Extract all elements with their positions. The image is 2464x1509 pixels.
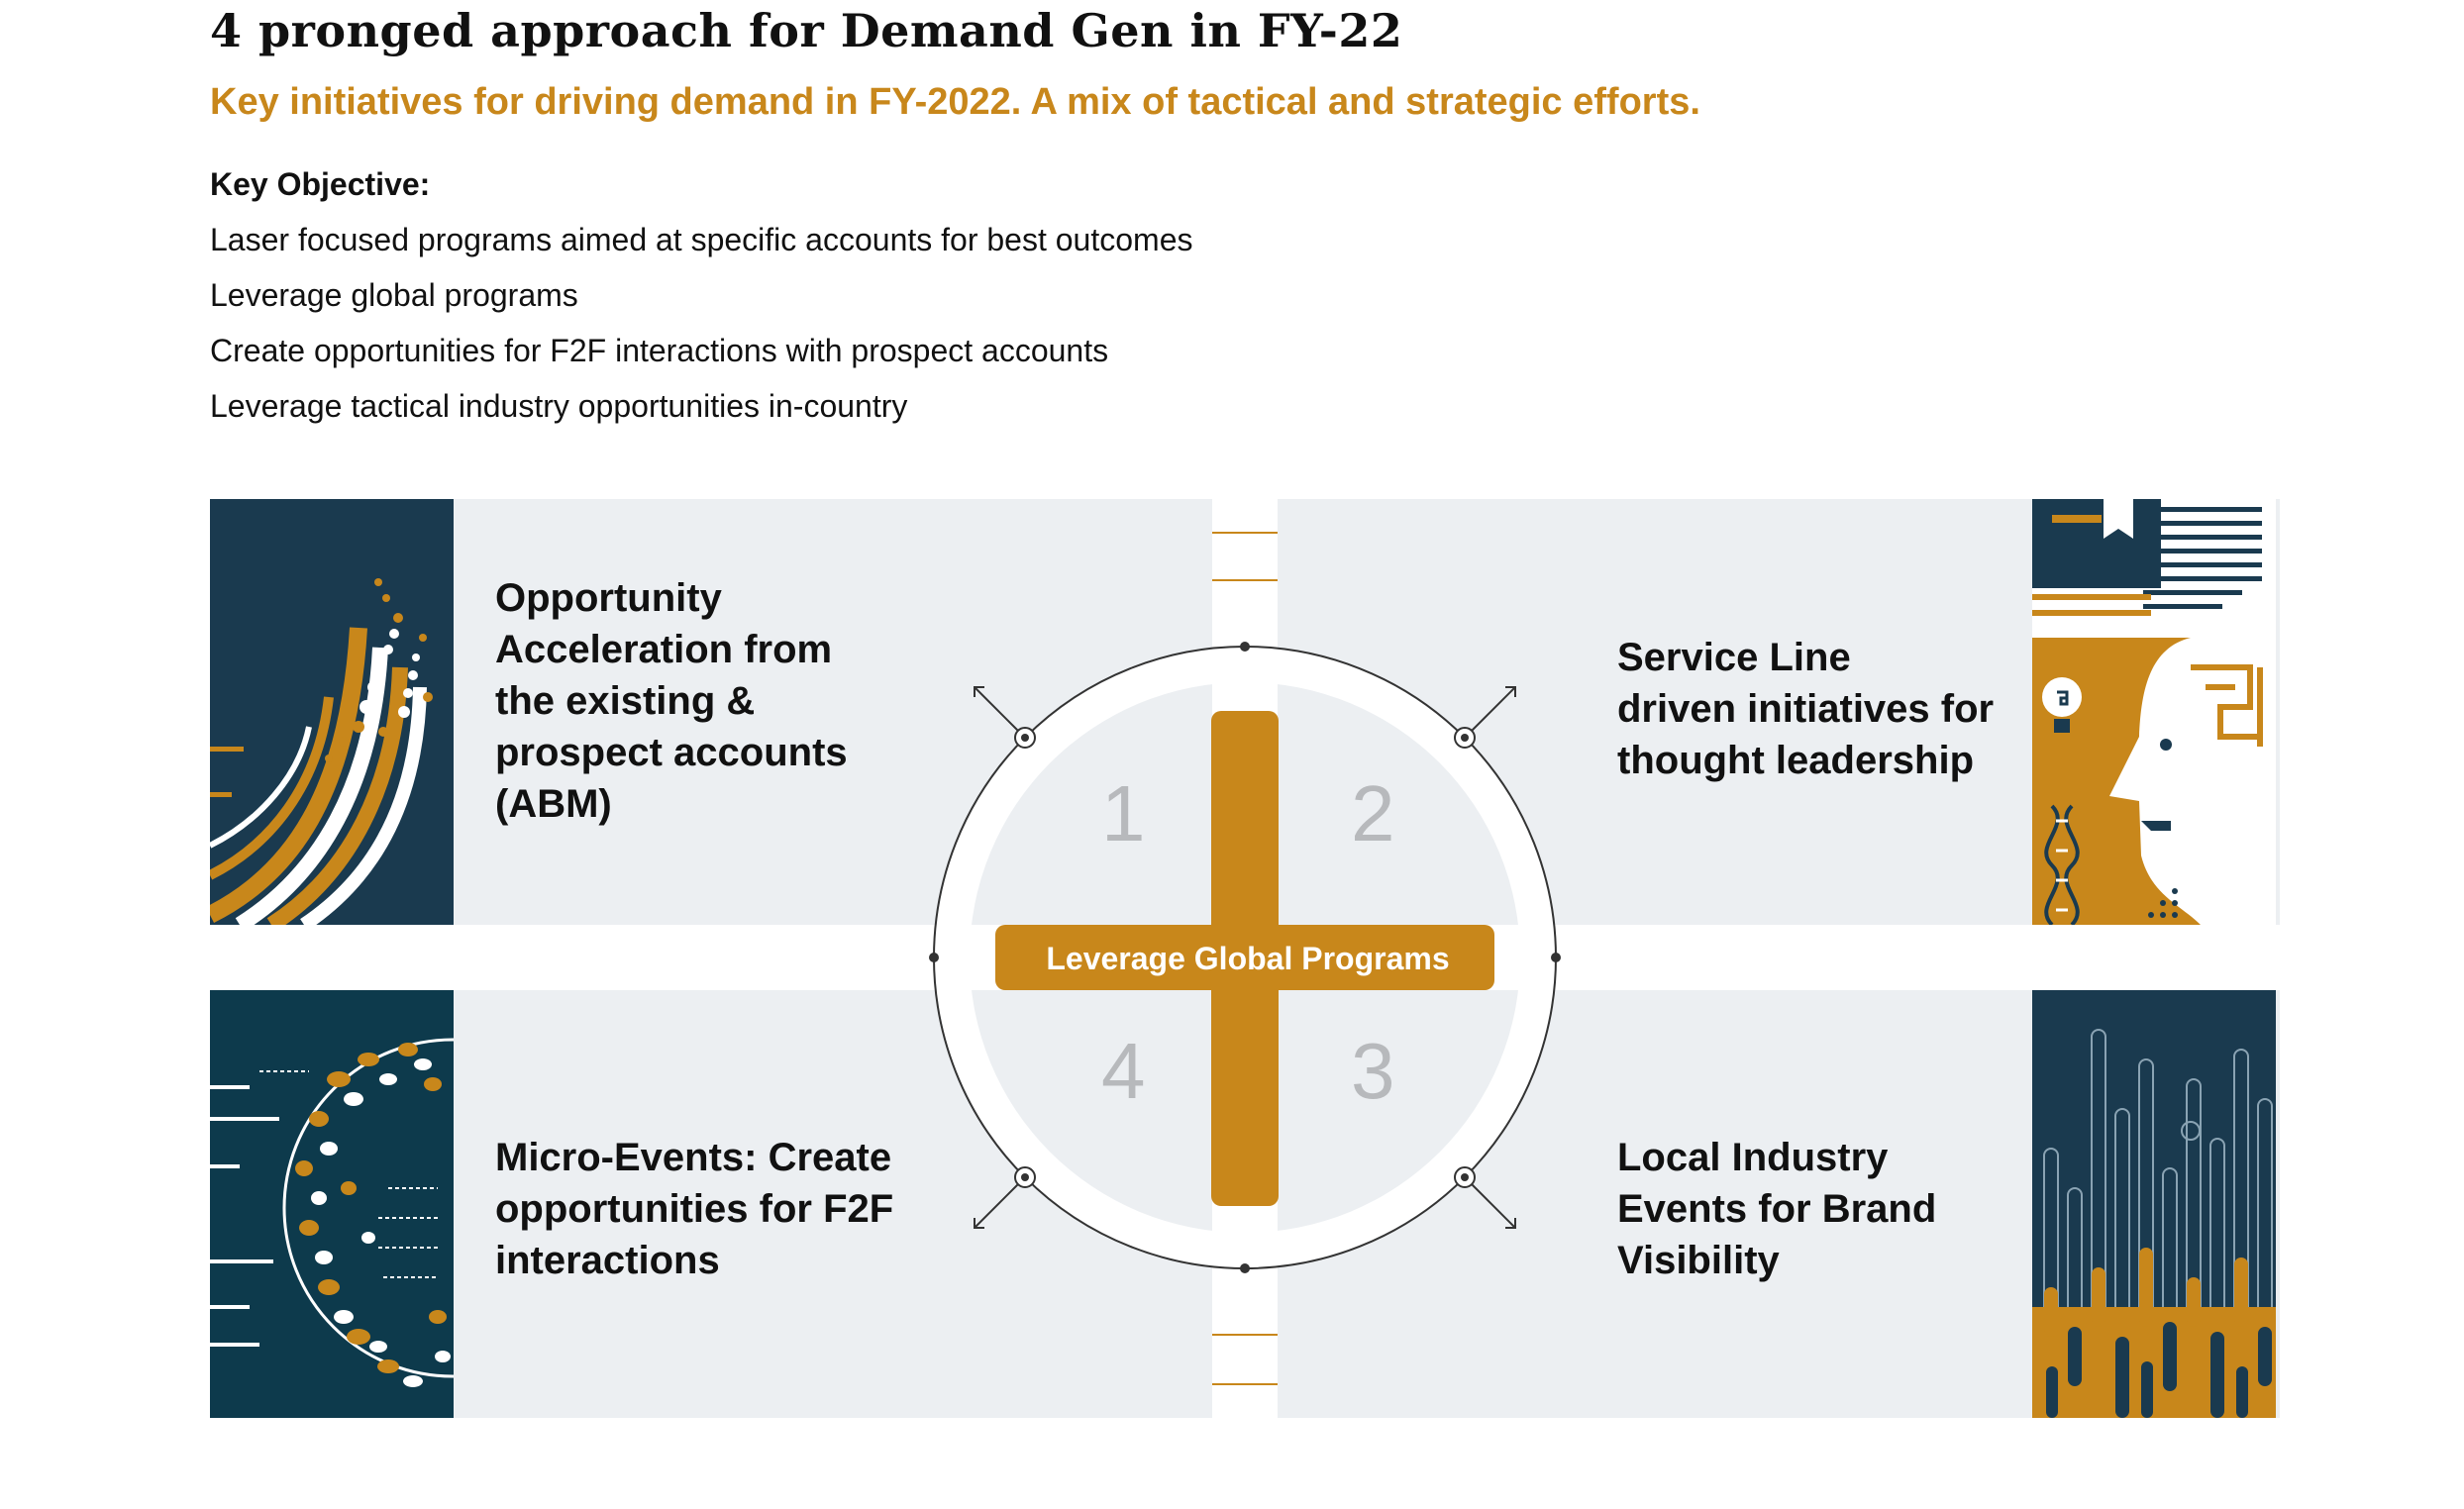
quadrant-number: 4 [1101,1027,1146,1115]
abm-stripes-art [210,499,454,925]
objective-item: Leverage tactical industry opportunities… [210,388,908,424]
sphere-network-art [210,990,454,1418]
center-label: Leverage Global Programs [1046,941,1450,976]
quadrant-3-text: Local Industry Events for Brand Visibili… [1617,1136,1937,1282]
objective-heading: Key Objective: [210,166,431,202]
page-title: 4 pronged approach for Demand Gen in FY-… [210,4,1403,57]
quadrant-number: 3 [1351,1027,1395,1115]
thought-leadership-head-art [2032,499,2276,925]
center-wheel [852,495,1634,1426]
quadrant-4-text: Micro-Events: Create opportunities for F… [495,1136,894,1282]
objective-list: Laser focused programs aimed at specific… [210,222,1192,444]
quadrant-number: 1 [1101,769,1146,857]
quadrant-number: 2 [1351,769,1395,857]
page-subtitle: Key initiatives for driving demand in FY… [210,81,1700,123]
objective-item: Laser focused programs aimed at specific… [210,222,1193,257]
quadrant-1-text: Opportunity Acceleration from the existi… [495,576,848,826]
city-bars-art [2032,990,2276,1418]
objective-item: Leverage global programs [210,277,578,313]
objective-item: Create opportunities for F2F interaction… [210,333,1109,368]
quadrant-2-text: Service Line driven initiatives for thou… [1617,636,1995,782]
